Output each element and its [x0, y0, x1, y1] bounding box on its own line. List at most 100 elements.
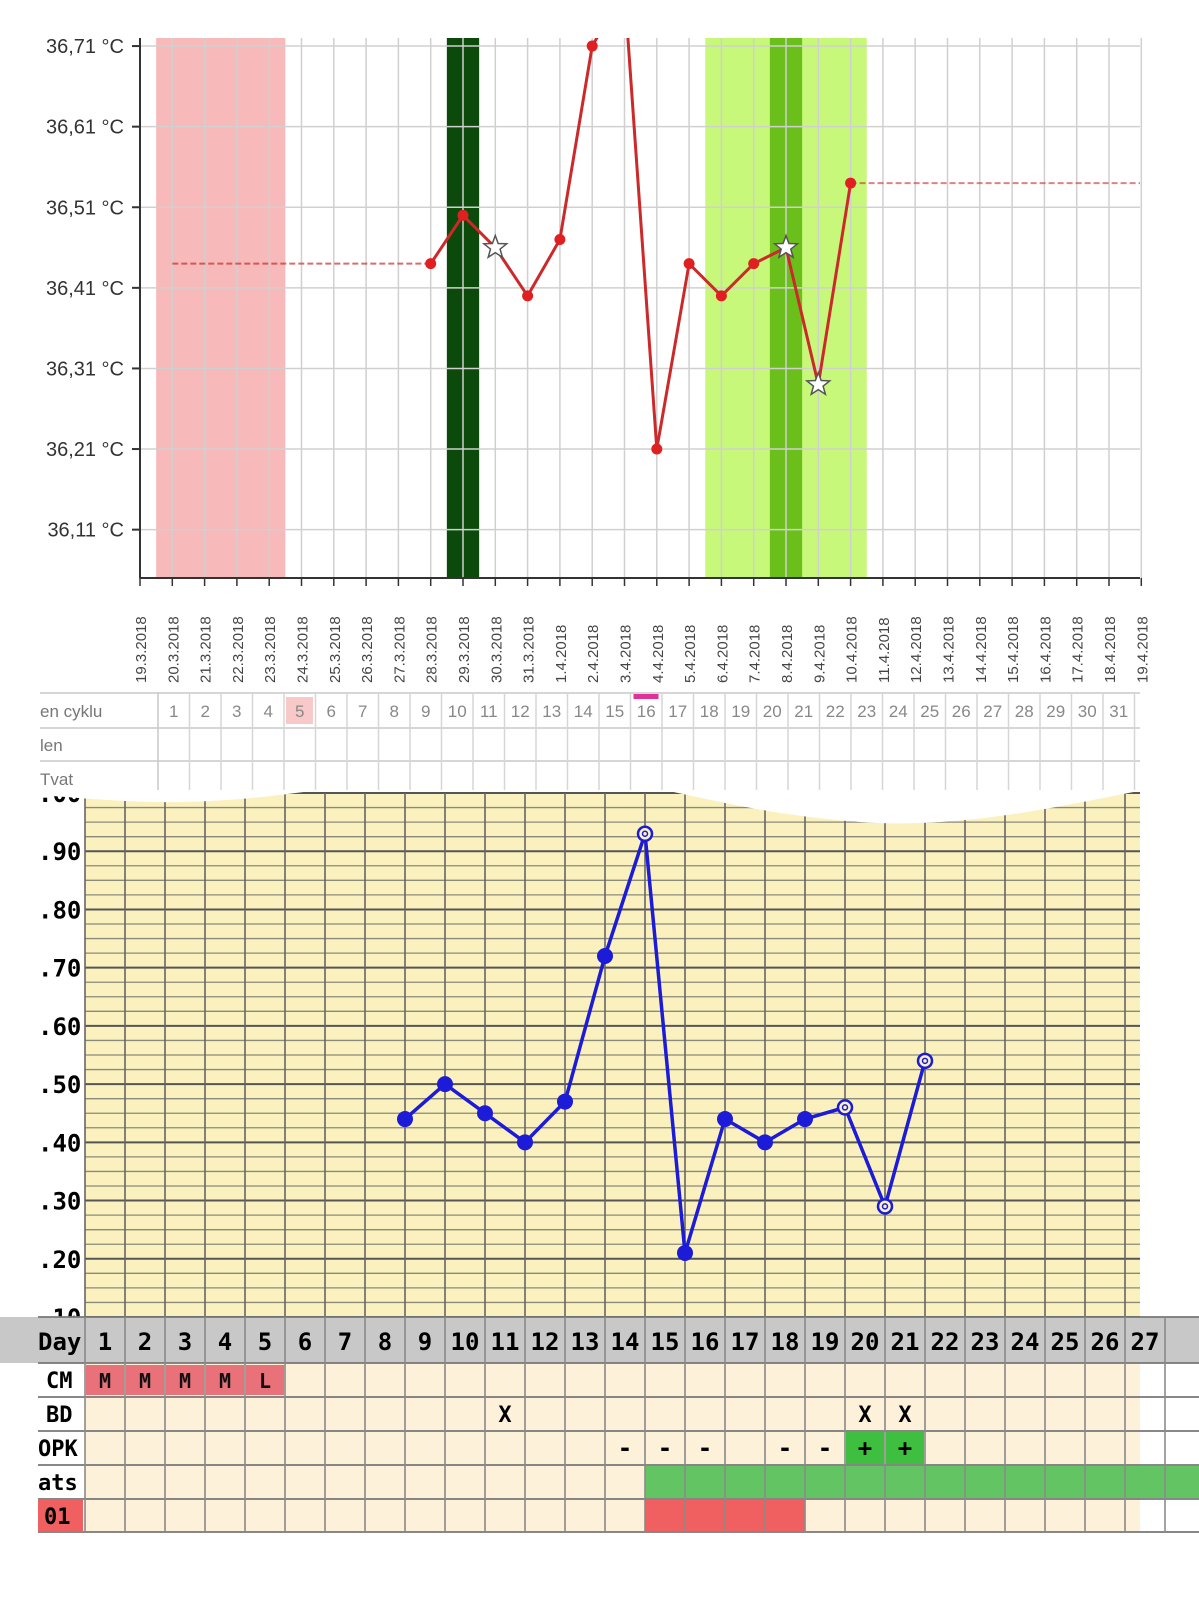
cm-value: M	[139, 1369, 151, 1393]
day-number: 12	[531, 1328, 560, 1356]
temperature-point	[748, 258, 760, 270]
y-tick-label: 36,71 °C	[46, 36, 124, 58]
table-day-number: 3	[232, 702, 241, 721]
temperature-point	[597, 948, 613, 965]
x-tick-label: 1.4.2018	[553, 625, 570, 683]
weekday-label: Su	[292, 790, 319, 792]
day-number: 9	[418, 1328, 432, 1356]
day-number: 6	[298, 1328, 312, 1356]
cm-value: M	[99, 1369, 111, 1393]
day-row-bg	[0, 1317, 1199, 1363]
temperature-point	[683, 258, 695, 270]
day-number: 5	[258, 1328, 272, 1356]
bd-mark: X	[498, 1403, 511, 1428]
open-point-center	[841, 1104, 849, 1111]
table-day-number: 20	[763, 702, 782, 721]
table-day-number: 15	[605, 702, 624, 721]
opk-positive-cell	[846, 1432, 884, 1464]
bd-mark: X	[858, 1403, 871, 1428]
day-number: 20	[851, 1328, 880, 1356]
cm-value: L	[259, 1369, 271, 1393]
open-point	[636, 825, 654, 843]
table-day-number: 25	[920, 702, 939, 721]
x-tick-label: 3.4.2018	[618, 625, 635, 683]
open-point-center	[921, 1057, 929, 1065]
cm-cell	[126, 1365, 164, 1395]
table-day-highlight	[286, 697, 313, 724]
fertility-bands	[156, 38, 867, 578]
table-day-number: 10	[448, 702, 467, 721]
x-tick-label: 13.4.2018	[941, 616, 958, 683]
x-tick-label: 20.3.2018	[165, 616, 182, 683]
temperature-point	[845, 177, 857, 189]
wave-white	[0, 790, 1145, 824]
x-tick-label: 30.3.2018	[488, 616, 505, 683]
x-tick-label: 12.4.2018	[908, 616, 925, 683]
y-tick-label: .20	[38, 1246, 81, 1274]
x-tick-label: 16.4.2018	[1037, 616, 1054, 683]
x-tick-label: 7.4.2018	[747, 625, 764, 683]
temperature-point	[586, 40, 598, 52]
y-tick-label: 36,21 °C	[46, 439, 124, 461]
y-tick-label: 36,41 °C	[46, 278, 124, 300]
weekday-label: Sa	[252, 790, 279, 792]
y-tick-label: .70	[38, 955, 81, 983]
table-day-number: 18	[700, 702, 719, 721]
y-tick-label: .30	[38, 1188, 81, 1216]
top-y-tick-labels: 36,71 °C 36,61 °C 36,51 °C 36,41 °C 36,31 °C…	[46, 36, 140, 542]
y-tick-label: .80	[38, 896, 81, 924]
x-tick-label: 19.3.2018	[133, 616, 150, 683]
table-day-number: 19	[731, 702, 750, 721]
table-day-number: 31	[1109, 702, 1128, 721]
table-day-number: 23	[857, 702, 876, 721]
day-number: 3	[178, 1328, 192, 1356]
temperature-point	[517, 1134, 533, 1151]
table-day-number: 30	[1078, 702, 1097, 721]
day-row-label: Day	[38, 1328, 81, 1356]
cm-cell	[246, 1365, 284, 1395]
stats-row-label: ats	[38, 1471, 78, 1496]
band-0	[156, 38, 286, 578]
temperature-point	[457, 209, 469, 221]
day-number: 14	[611, 1328, 640, 1356]
temperature-point	[554, 233, 566, 245]
top-axes	[139, 38, 1140, 579]
day-number: 15	[651, 1328, 680, 1356]
x-tick-label: 4.4.2018	[650, 625, 667, 683]
x-tick-label: 21.3.2018	[198, 616, 215, 683]
table-day-marker	[633, 694, 659, 699]
open-point	[836, 1099, 854, 1116]
x-tick-label: 9.4.2018	[811, 625, 828, 683]
table-row-label: en cyklu	[40, 702, 102, 721]
open-point-center	[641, 830, 649, 838]
temperature-point	[425, 258, 437, 270]
day-number: 8	[378, 1328, 392, 1356]
x-tick-label: 8.4.2018	[779, 625, 796, 683]
bd-row-label: BD	[46, 1403, 73, 1428]
y-tick-label: .60	[38, 1013, 81, 1041]
table-day-number: 5	[295, 702, 304, 721]
table-day-number: 1	[169, 702, 178, 721]
y-tick-label: 36,11 °C	[47, 520, 124, 542]
temperature-point	[437, 1076, 453, 1093]
table-day-number: 2	[201, 702, 210, 721]
x-tick-label: 26.3.2018	[359, 616, 376, 683]
x-tick-label: 25.3.2018	[327, 616, 344, 683]
open-point	[876, 1198, 894, 1215]
table-day-number: 6	[327, 702, 336, 721]
x-tick-label: 23.3.2018	[262, 616, 279, 683]
cm-value: M	[219, 1369, 231, 1393]
cm-cell	[86, 1365, 124, 1395]
temperature-point	[522, 290, 534, 302]
table-day-number: 17	[668, 702, 687, 721]
x-tick-label: 22.3.2018	[230, 616, 247, 683]
table-day-number: 4	[264, 702, 273, 721]
table-day-number: 11	[480, 702, 498, 721]
day-number: 24	[1011, 1328, 1040, 1356]
temperature-point	[477, 1105, 493, 1122]
table-day-number: 9	[421, 702, 430, 721]
opk-mark: +	[858, 1434, 872, 1462]
day-number: 11	[491, 1328, 520, 1356]
opk-mark: -	[778, 1434, 792, 1462]
star-marker	[804, 370, 832, 397]
